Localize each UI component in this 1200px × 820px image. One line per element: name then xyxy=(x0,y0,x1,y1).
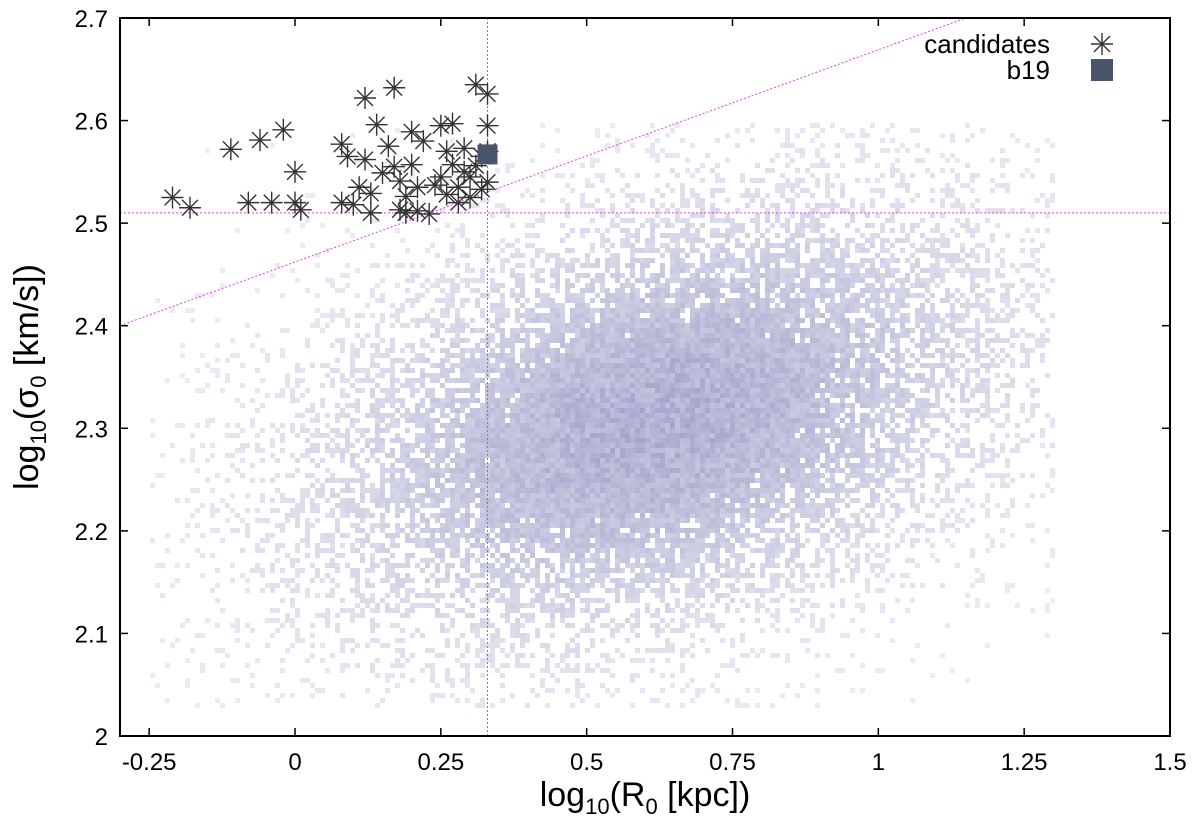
y-axis-label: log10(σ0 [km/s]) xyxy=(8,264,51,490)
series-candidates xyxy=(161,73,499,225)
x-tick-label: 0 xyxy=(288,749,301,776)
candidate-point xyxy=(400,153,423,176)
candidate-point xyxy=(441,112,464,135)
candidate-point xyxy=(394,201,417,224)
x-tick-label: 1 xyxy=(872,749,885,776)
legend-label-candidates: candidates xyxy=(924,29,1050,59)
candidate-point xyxy=(330,191,353,214)
legend-marker-candidates xyxy=(1091,33,1113,55)
candidate-point xyxy=(383,76,406,99)
candidate-point xyxy=(418,202,441,225)
candidate-point xyxy=(359,201,382,224)
candidate-point xyxy=(359,182,382,205)
candidate-point xyxy=(453,137,476,160)
data-points xyxy=(161,73,499,225)
candidate-point xyxy=(249,129,271,152)
y-tick-label: 2.7 xyxy=(75,6,108,33)
reference-lines xyxy=(120,18,1170,736)
candidate-point xyxy=(406,176,429,199)
candidate-point xyxy=(412,130,435,153)
density-cloud xyxy=(150,123,1055,708)
candidate-point xyxy=(429,114,452,137)
candidate-point xyxy=(219,138,242,161)
x-tick-label: 1.5 xyxy=(1153,749,1186,776)
candidate-point xyxy=(336,145,359,168)
x-tick-label: 1.25 xyxy=(1001,749,1048,776)
candidate-point xyxy=(435,183,458,206)
candidate-point xyxy=(389,170,411,193)
x-axis-label: log10(R0 [kpc]) xyxy=(540,776,751,819)
candidate-point xyxy=(161,186,184,209)
y-tick-label: 2.2 xyxy=(75,519,108,546)
y-tick-label: 2.4 xyxy=(75,314,108,341)
x-tick-label: -0.25 xyxy=(122,749,177,776)
candidate-point xyxy=(476,82,499,105)
candidate-point xyxy=(237,191,260,214)
candidate-point xyxy=(476,114,499,137)
candidate-point xyxy=(342,193,365,216)
axis-ticks: -0.25 0 0.25 0.5 0.75 1 1.25 1.5 2 2.1 2.2 2.3 2.4 2.… xyxy=(75,6,1187,776)
x-tick-label: 0.75 xyxy=(709,749,756,776)
y-tick-label: 2.1 xyxy=(75,621,108,648)
candidate-point xyxy=(371,161,394,184)
candidate-point xyxy=(354,148,376,171)
x-tick-label: 0.25 xyxy=(417,749,464,776)
y-tick-label: 2.6 xyxy=(75,109,108,136)
candidate-point xyxy=(284,160,306,183)
candidate-point xyxy=(459,186,481,209)
series-b19 xyxy=(477,144,498,165)
y-tick-label: 2.5 xyxy=(75,211,108,238)
candidate-point xyxy=(447,176,470,199)
x-tick-label: 0.5 xyxy=(570,749,603,776)
y-tick-label: 2.3 xyxy=(75,416,108,443)
legend-label-b19: b19 xyxy=(1007,55,1050,85)
candidate-point xyxy=(365,113,388,136)
candidate-point xyxy=(476,171,499,194)
density-cells xyxy=(150,123,1055,708)
y-tick-label: 2 xyxy=(95,724,108,751)
b19-point xyxy=(477,144,498,165)
candidate-point xyxy=(441,153,464,176)
plot-frame xyxy=(119,17,1171,737)
candidate-point xyxy=(400,120,423,143)
candidate-point xyxy=(354,87,376,110)
candidate-point xyxy=(289,198,312,221)
candidate-point xyxy=(348,176,371,199)
candidate-point xyxy=(179,196,201,219)
candidate-point xyxy=(260,191,283,214)
candidate-point xyxy=(377,135,400,158)
legend-marker-b19 xyxy=(1091,59,1113,81)
candidate-point xyxy=(272,118,295,141)
candidate-point xyxy=(464,73,487,96)
candidate-point xyxy=(330,133,353,156)
candidate-point xyxy=(406,199,429,222)
